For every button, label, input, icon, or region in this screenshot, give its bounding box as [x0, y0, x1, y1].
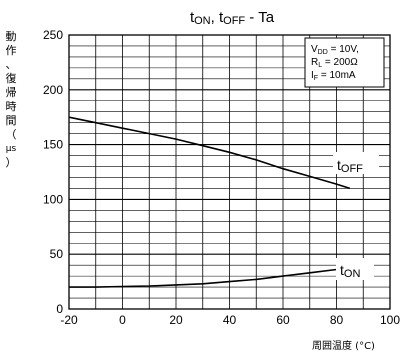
x-tick-label: 60	[276, 313, 290, 327]
chart-title: tON, tOFF - Ta	[190, 9, 275, 27]
y-axis-label-char: 動	[5, 30, 17, 43]
series-line-ton	[69, 267, 350, 288]
y-axis-label-char: 時	[5, 100, 17, 113]
y-axis-label-char: ）	[5, 156, 17, 169]
y-tick-label: 50	[50, 247, 64, 261]
y-axis-label-char: μs	[5, 144, 17, 154]
series-label-toff: tOFF	[333, 152, 379, 175]
x-tick-label: 0	[119, 313, 126, 327]
y-axis-label-char: 帰	[5, 86, 17, 99]
y-axis-label: 動作、復帰時間（ μs ）	[4, 30, 18, 170]
x-tick-label: -20	[60, 313, 78, 327]
y-axis-label-char: 、	[5, 58, 17, 71]
x-tick-label: 80	[330, 313, 344, 327]
x-tick-label: 20	[169, 313, 183, 327]
x-axis-label: 周囲温度 (°C)	[312, 341, 375, 352]
y-tick-label: 200	[43, 83, 63, 97]
series-label-ton: tON	[336, 258, 374, 280]
y-tick-label: 0	[56, 302, 63, 316]
series-lines	[68, 116, 351, 288]
svg-text:tON: tON	[340, 262, 360, 280]
y-tick-label: 100	[43, 192, 63, 206]
condition-vdd: VDD = 10V,	[311, 44, 359, 56]
y-axis-label-char: 復	[5, 72, 17, 85]
y-axis-label-char: 間	[5, 114, 17, 127]
svg-text:tOFF: tOFF	[337, 157, 363, 175]
y-axis-label-char: （	[5, 128, 17, 141]
conditions-box: VDD = 10V, RL = 200Ω IF = 10mA	[304, 37, 385, 88]
condition-if: IF = 10mA	[311, 70, 356, 82]
y-tick-label: 150	[43, 138, 63, 152]
y-axis-label-char: 作	[5, 44, 17, 57]
plot-frame	[68, 34, 391, 310]
x-tick-label: 100	[380, 313, 400, 327]
series-line-toff	[68, 116, 351, 190]
y-tick-label: 250	[43, 28, 63, 42]
condition-rl: RL = 200Ω	[311, 57, 358, 69]
x-tick-label: 40	[223, 313, 237, 327]
